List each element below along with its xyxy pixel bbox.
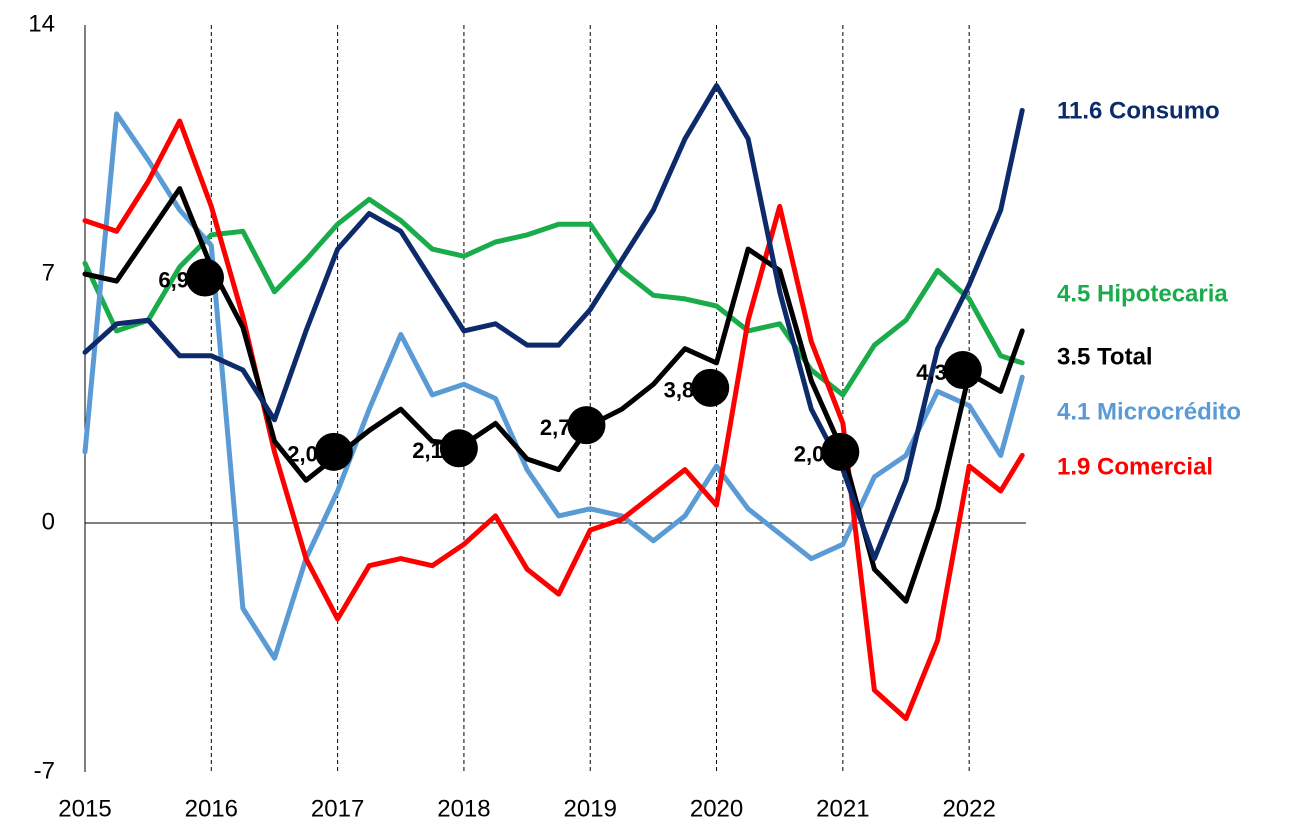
annotation-dot: [439, 429, 478, 468]
annotation-label: 4,3: [916, 360, 947, 385]
annotation-label: 2,0: [794, 442, 825, 467]
series-line: [82, 196, 1025, 398]
x-tick-label: 2019: [564, 795, 617, 822]
x-tick-label: 2016: [185, 795, 238, 822]
annotation-label: 2,1: [412, 438, 443, 463]
legend-label: 1.9 Comercial: [1057, 453, 1213, 480]
annotation-label: 6,9: [158, 267, 189, 292]
annotation-label: 2,0: [287, 442, 318, 467]
y-tick-label: -7: [34, 757, 55, 784]
annotation-dot: [567, 406, 606, 445]
y-tick-label: 14: [28, 10, 55, 37]
x-tick-label: 2021: [816, 795, 869, 822]
series-line: [82, 111, 1025, 661]
annotation-label: 3,8: [664, 378, 695, 403]
annotation-label: 2,7: [540, 415, 571, 440]
x-tick-label: 2020: [690, 795, 743, 822]
annotation-dot: [314, 432, 353, 471]
y-tick-label: 7: [42, 259, 55, 286]
x-tick-label: 2022: [942, 795, 995, 822]
x-tick-label: 2015: [58, 795, 111, 822]
annotation-dot: [185, 258, 224, 297]
legend-label: 4.1 Microcrédito: [1057, 398, 1241, 425]
annotation-dot: [691, 368, 730, 407]
annotation-dot: [943, 351, 982, 390]
legend-label: 3.5 Total: [1057, 343, 1153, 370]
series-line: [82, 186, 1025, 604]
legend-label: 11.6 Consumo: [1057, 97, 1220, 124]
series-line: [82, 118, 1025, 722]
series-line: [82, 83, 1025, 562]
legend-label: 4.5 Hipotecaria: [1057, 280, 1228, 307]
x-tick-label: 2017: [311, 795, 364, 822]
y-tick-label: 0: [42, 508, 55, 535]
annotation-dot: [821, 432, 860, 471]
x-tick-label: 2018: [437, 795, 490, 822]
